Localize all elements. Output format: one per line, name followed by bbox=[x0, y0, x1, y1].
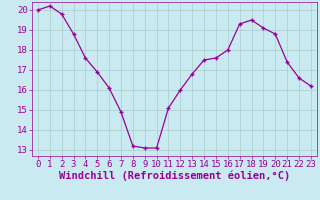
X-axis label: Windchill (Refroidissement éolien,°C): Windchill (Refroidissement éolien,°C) bbox=[59, 171, 290, 181]
